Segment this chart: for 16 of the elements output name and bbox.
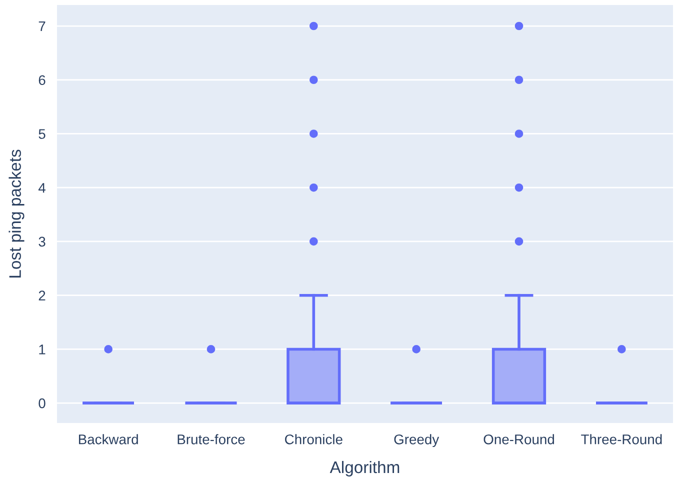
x-tick-label: Greedy (394, 434, 440, 448)
y-tick-label: 7 (38, 21, 46, 32)
x-tick-label: Chronicle (285, 434, 342, 444)
y-tick-label: 3 (38, 236, 46, 247)
x-tick-label: Three-Round (581, 434, 662, 444)
y-tick-label: 6 (38, 75, 46, 86)
y-axis-title: Lost ping packets (8, 150, 24, 278)
x-axis-title: Algorithm (330, 460, 400, 476)
y-tick-label: 0 (38, 398, 46, 408)
y-tick-label: 1 (39, 344, 46, 354)
x-tick-label: Brute-force (178, 434, 245, 444)
y-tick-label: 4 (38, 183, 46, 193)
x-tick-label: Backward (78, 434, 138, 444)
x-tick-label: One-Round (484, 434, 554, 444)
y-tick-label: 5 (38, 129, 46, 139)
y-tick-label: 2 (38, 290, 46, 300)
